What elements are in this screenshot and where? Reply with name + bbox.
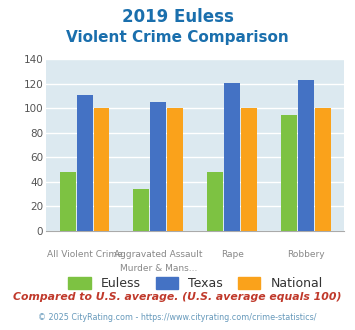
Text: Aggravated Assault: Aggravated Assault xyxy=(114,250,203,259)
Text: Murder & Mans...: Murder & Mans... xyxy=(120,264,197,273)
Bar xyxy=(133,189,149,231)
Text: Violent Crime Comparison: Violent Crime Comparison xyxy=(66,30,289,45)
Bar xyxy=(94,109,109,231)
Bar xyxy=(281,115,297,231)
Text: Robbery: Robbery xyxy=(287,250,325,259)
Bar xyxy=(315,109,331,231)
Text: 2019 Euless: 2019 Euless xyxy=(121,8,234,26)
Bar xyxy=(77,95,93,231)
Bar xyxy=(241,109,257,231)
Text: Compared to U.S. average. (U.S. average equals 100): Compared to U.S. average. (U.S. average … xyxy=(13,292,342,302)
Text: All Violent Crime: All Violent Crime xyxy=(47,250,122,259)
Bar xyxy=(298,80,314,231)
Bar xyxy=(151,102,166,231)
Bar xyxy=(207,172,223,231)
Bar xyxy=(168,109,183,231)
Legend: Euless, Texas, National: Euless, Texas, National xyxy=(63,272,328,295)
Text: © 2025 CityRating.com - https://www.cityrating.com/crime-statistics/: © 2025 CityRating.com - https://www.city… xyxy=(38,314,317,322)
Bar xyxy=(60,172,76,231)
Text: Rape: Rape xyxy=(221,250,244,259)
Bar xyxy=(224,83,240,231)
